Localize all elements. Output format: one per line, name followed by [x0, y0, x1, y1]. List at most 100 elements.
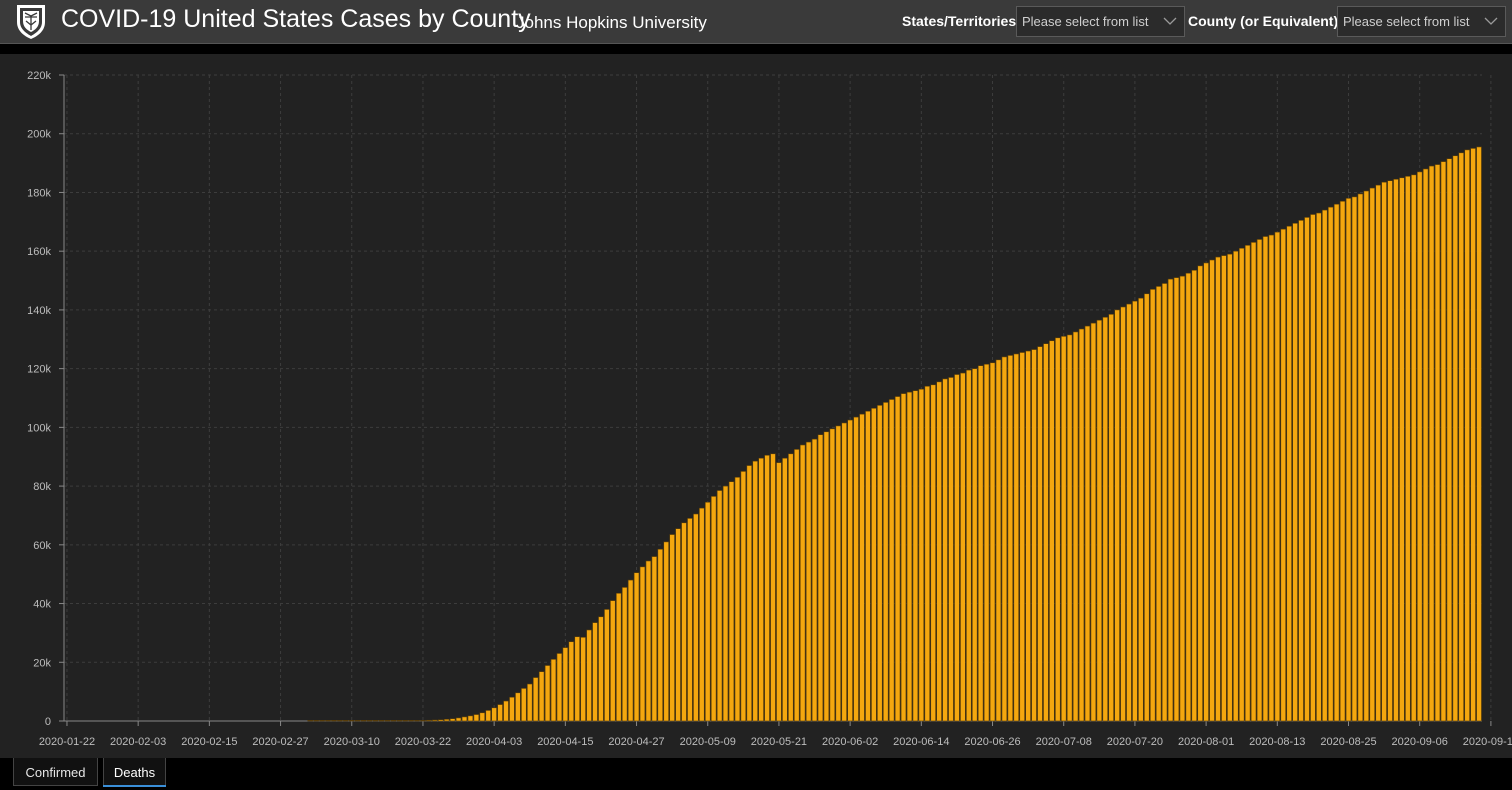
bar[interactable]	[764, 454, 770, 722]
bar[interactable]	[509, 696, 515, 722]
bar[interactable]	[1452, 155, 1459, 722]
bar[interactable]	[669, 534, 675, 722]
bar[interactable]	[1043, 343, 1049, 722]
bar[interactable]	[734, 476, 741, 722]
bar[interactable]	[788, 453, 794, 722]
bar[interactable]	[586, 629, 592, 722]
bar[interactable]	[906, 391, 913, 722]
bar[interactable]	[770, 453, 776, 722]
bar[interactable]	[580, 637, 586, 722]
bar[interactable]	[592, 622, 598, 722]
bar[interactable]	[651, 556, 658, 722]
bar[interactable]	[1161, 283, 1168, 722]
bar[interactable]	[1327, 206, 1334, 722]
bar[interactable]	[479, 712, 486, 722]
bar[interactable]	[527, 683, 533, 722]
bar[interactable]	[438, 719, 444, 722]
bar[interactable]	[657, 548, 664, 722]
bar[interactable]	[1149, 289, 1156, 722]
bar[interactable]	[1381, 181, 1387, 722]
bar[interactable]	[384, 720, 391, 722]
bar[interactable]	[1393, 178, 1399, 722]
bar[interactable]	[455, 717, 462, 722]
bar[interactable]	[1144, 293, 1150, 722]
bar[interactable]	[704, 501, 711, 722]
bar[interactable]	[337, 720, 343, 722]
bar[interactable]	[1238, 247, 1245, 722]
bar[interactable]	[1446, 158, 1453, 722]
bar[interactable]	[1013, 353, 1019, 722]
county-select[interactable]: Please select from list	[1337, 6, 1506, 37]
bar[interactable]	[473, 714, 480, 722]
bar[interactable]	[853, 416, 859, 722]
bar[interactable]	[710, 496, 717, 722]
bar[interactable]	[1422, 168, 1429, 722]
bar[interactable]	[1375, 184, 1381, 722]
bar[interactable]	[1274, 231, 1281, 722]
bar[interactable]	[871, 407, 877, 722]
bar[interactable]	[1292, 222, 1298, 722]
bar[interactable]	[378, 720, 385, 722]
bar[interactable]	[645, 560, 652, 722]
bar[interactable]	[716, 490, 723, 722]
bar[interactable]	[817, 434, 824, 722]
bar[interactable]	[1286, 225, 1292, 722]
bar[interactable]	[616, 592, 622, 722]
bar[interactable]	[847, 419, 853, 722]
bar[interactable]	[1132, 300, 1138, 722]
bar[interactable]	[1102, 316, 1108, 722]
bar[interactable]	[521, 688, 527, 722]
bar[interactable]	[627, 579, 634, 722]
bar[interactable]	[835, 425, 842, 722]
bar[interactable]	[449, 718, 456, 722]
bar[interactable]	[888, 399, 895, 722]
bar[interactable]	[1155, 286, 1162, 722]
bar[interactable]	[604, 609, 610, 722]
bar[interactable]	[1339, 200, 1346, 722]
bar[interactable]	[983, 363, 990, 722]
bar[interactable]	[1428, 165, 1435, 722]
bar[interactable]	[1333, 203, 1340, 722]
bar[interactable]	[1416, 171, 1423, 722]
bar[interactable]	[343, 720, 349, 722]
bar[interactable]	[532, 677, 539, 722]
bar[interactable]	[1363, 190, 1370, 722]
bar[interactable]	[1060, 336, 1067, 722]
bar[interactable]	[663, 541, 669, 722]
bar[interactable]	[408, 720, 414, 722]
bar[interactable]	[598, 616, 604, 722]
bar[interactable]	[746, 465, 753, 722]
bar[interactable]	[1066, 334, 1073, 722]
bar[interactable]	[1037, 346, 1043, 722]
bar[interactable]	[900, 393, 907, 722]
bar[interactable]	[544, 665, 551, 722]
bar[interactable]	[1227, 253, 1233, 722]
bar[interactable]	[1304, 217, 1310, 722]
bar[interactable]	[639, 566, 646, 722]
bar[interactable]	[841, 422, 847, 722]
bar[interactable]	[491, 707, 497, 722]
bar[interactable]	[859, 413, 865, 722]
bar[interactable]	[1411, 174, 1417, 722]
bar[interactable]	[793, 449, 800, 722]
bar[interactable]	[829, 428, 836, 722]
bar[interactable]	[971, 368, 978, 722]
bar[interactable]	[1120, 306, 1126, 722]
bar[interactable]	[443, 718, 450, 722]
bar[interactable]	[354, 720, 361, 722]
bar[interactable]	[1345, 198, 1352, 722]
bar[interactable]	[426, 719, 432, 722]
bar[interactable]	[942, 378, 948, 722]
bar[interactable]	[390, 720, 397, 722]
bar[interactable]	[960, 372, 966, 722]
bar[interactable]	[1369, 187, 1375, 722]
tab-confirmed[interactable]: Confirmed	[13, 758, 98, 786]
bar[interactable]	[402, 720, 408, 722]
bar[interactable]	[811, 438, 818, 722]
bar[interactable]	[1244, 245, 1251, 722]
bar[interactable]	[936, 381, 942, 722]
bar[interactable]	[1126, 303, 1132, 722]
bar[interactable]	[758, 457, 764, 722]
bar[interactable]	[568, 641, 575, 722]
bar[interactable]	[954, 374, 960, 722]
